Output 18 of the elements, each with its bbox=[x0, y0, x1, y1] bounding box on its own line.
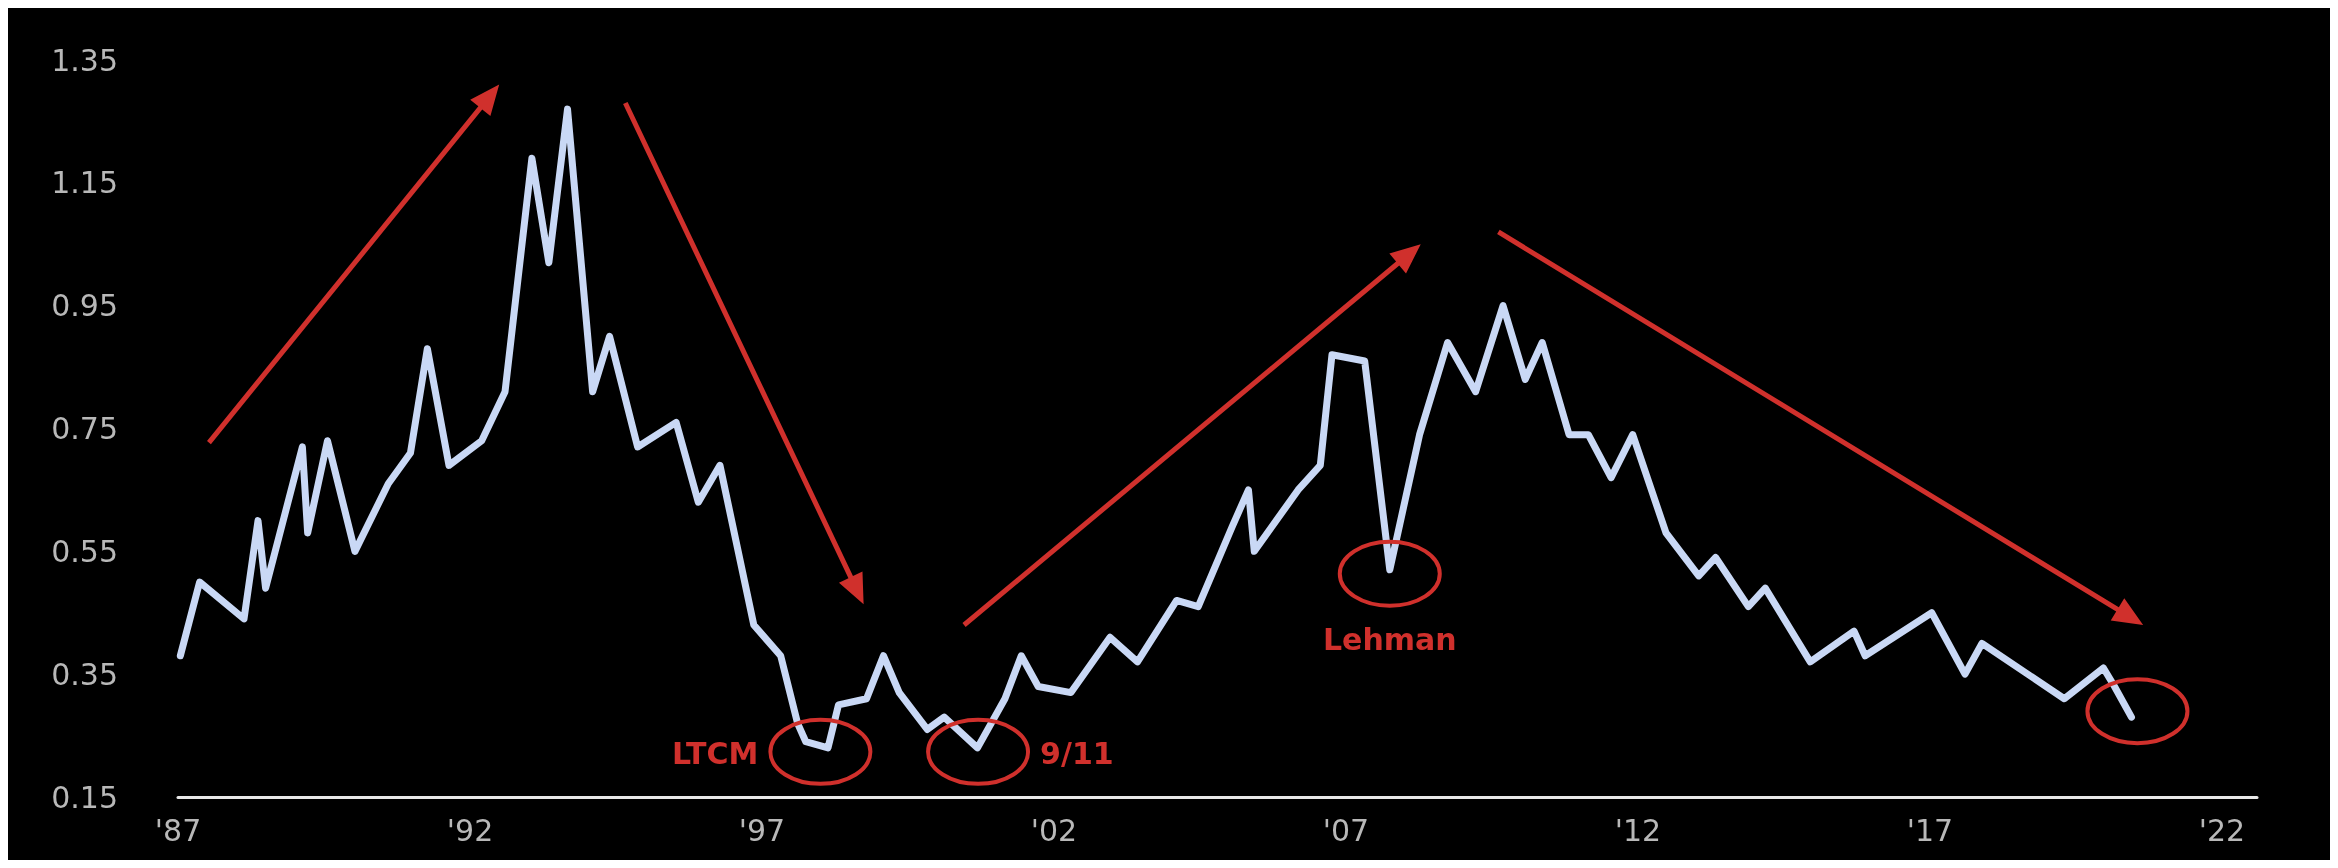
x-tick-label: '02 bbox=[1030, 812, 1078, 848]
y-tick-label: 0.15 bbox=[51, 779, 118, 815]
x-tick-label: '22 bbox=[2198, 812, 2246, 848]
y-tick-label: 1.15 bbox=[51, 165, 118, 201]
annotation: Lehman bbox=[1322, 621, 1457, 657]
x-tick-label: '07 bbox=[1322, 812, 1370, 848]
x-tick-label: '87 bbox=[154, 812, 202, 848]
x-tick-label: '17 bbox=[1906, 812, 1954, 848]
y-tick-label: 0.75 bbox=[51, 411, 118, 446]
y-tick-label: 0.95 bbox=[51, 288, 118, 324]
y-tick-label: 0.55 bbox=[51, 533, 118, 569]
x-tick-label: '92 bbox=[446, 812, 494, 848]
y-tick-label: 0.35 bbox=[51, 656, 118, 692]
y-tick-label: 1.35 bbox=[51, 42, 118, 78]
x-tick-label: '12 bbox=[1614, 812, 1662, 848]
annotation: LTCM bbox=[671, 735, 759, 771]
x-tick-label: '97 bbox=[738, 812, 786, 848]
annotation: 9/11 bbox=[1040, 735, 1114, 771]
